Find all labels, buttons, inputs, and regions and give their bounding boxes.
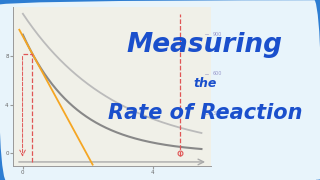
Text: 900: 900: [213, 31, 222, 37]
Text: Measuring: Measuring: [127, 32, 283, 58]
Text: Rate of Reaction: Rate of Reaction: [108, 103, 302, 123]
Text: 600: 600: [213, 71, 222, 76]
Text: the: the: [193, 77, 217, 90]
Text: 300: 300: [213, 111, 222, 116]
